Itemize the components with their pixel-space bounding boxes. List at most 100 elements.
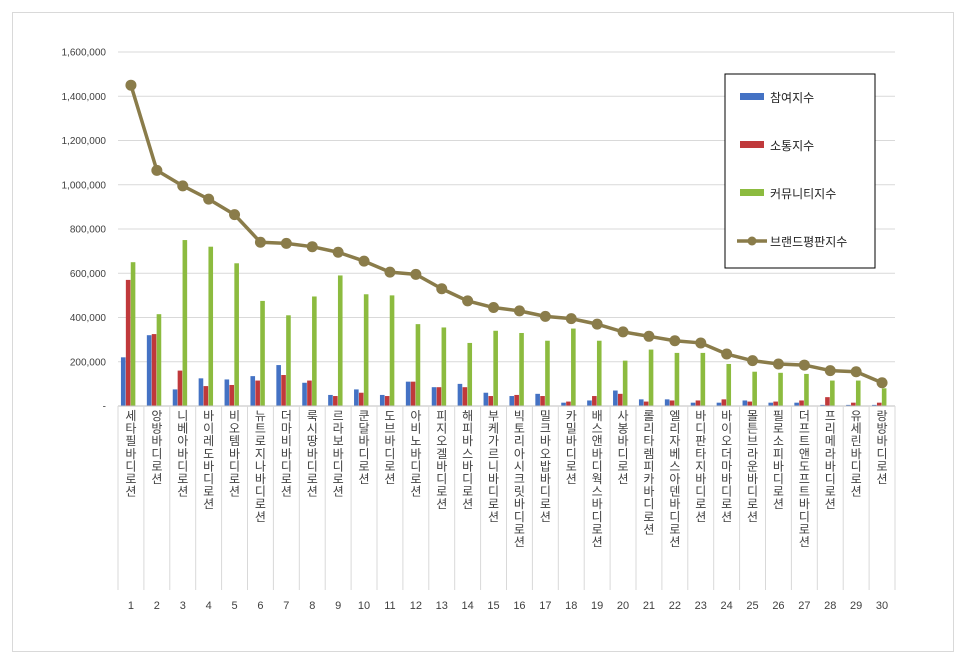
rank-label: 14 bbox=[462, 600, 474, 612]
line-point bbox=[280, 237, 292, 249]
bar-커뮤니티지수 bbox=[804, 373, 809, 406]
legend-swatch bbox=[740, 93, 764, 100]
rank-label: 26 bbox=[772, 600, 784, 612]
bar-커뮤니티지수 bbox=[519, 332, 524, 406]
rank-label: 16 bbox=[513, 600, 525, 612]
bar-커뮤니티지수 bbox=[441, 327, 447, 406]
line-point bbox=[850, 366, 862, 378]
line-point bbox=[384, 266, 396, 278]
bar-커뮤니티지수 bbox=[234, 263, 239, 406]
bar-소통지수 bbox=[410, 381, 416, 406]
line-point bbox=[539, 310, 551, 322]
line-point bbox=[177, 180, 189, 192]
bar-커뮤니티지수 bbox=[493, 330, 498, 406]
y-tick-label: 600,000 bbox=[70, 269, 107, 280]
legend-swatch bbox=[740, 141, 764, 148]
brand-reputation-line bbox=[125, 79, 888, 389]
bar-소통지수 bbox=[125, 279, 131, 406]
bar-소통지수 bbox=[514, 394, 519, 406]
bar-커뮤니티지수 bbox=[881, 388, 887, 406]
bar-참여지수 bbox=[120, 357, 126, 406]
rank-label: 12 bbox=[410, 600, 422, 612]
bar-참여지수 bbox=[820, 404, 825, 406]
bar-소통지수 bbox=[825, 397, 830, 406]
bar-소통지수 bbox=[488, 396, 494, 406]
y-tick-label: 800,000 bbox=[70, 225, 107, 236]
y-tick-label: 400,000 bbox=[70, 313, 107, 324]
bar-참여지수 bbox=[483, 392, 489, 406]
line-point bbox=[565, 313, 577, 325]
rank-label: 5 bbox=[231, 600, 237, 612]
line-point bbox=[798, 359, 810, 371]
bar-참여지수 bbox=[664, 399, 670, 406]
legend-label: 커뮤니티지수 bbox=[770, 187, 836, 201]
bar-소통지수 bbox=[799, 400, 804, 406]
bar-소통지수 bbox=[151, 334, 157, 406]
bar-참여지수 bbox=[198, 378, 204, 406]
rank-label: 27 bbox=[798, 600, 810, 612]
legend-label: 참여지수 bbox=[770, 91, 814, 105]
rank-label: 1 bbox=[128, 600, 134, 612]
bar-커뮤니티지수 bbox=[156, 314, 162, 406]
y-tick-label: 200,000 bbox=[70, 357, 107, 368]
rank-label: 25 bbox=[746, 600, 758, 612]
bar-참여지수 bbox=[613, 390, 618, 406]
bar-참여지수 bbox=[742, 400, 748, 406]
bar-소통지수 bbox=[333, 396, 338, 406]
rank-label: 24 bbox=[721, 600, 733, 612]
line-point bbox=[203, 193, 215, 205]
rank-label: 8 bbox=[309, 600, 315, 612]
rank-label: 6 bbox=[257, 600, 263, 612]
line-point bbox=[669, 335, 681, 347]
bar-커뮤니티지수 bbox=[855, 380, 861, 406]
rank-label: 13 bbox=[436, 600, 448, 612]
line-point bbox=[747, 355, 759, 367]
bar-참여지수 bbox=[354, 389, 359, 406]
rank-label: 11 bbox=[384, 600, 395, 612]
bar-소통지수 bbox=[540, 396, 545, 406]
bar-참여지수 bbox=[846, 404, 851, 406]
bar-커뮤니티지수 bbox=[726, 363, 732, 406]
line-point bbox=[306, 241, 318, 253]
bar-소통지수 bbox=[851, 402, 856, 406]
bar-커뮤니티지수 bbox=[415, 324, 421, 406]
bar-커뮤니티지수 bbox=[830, 380, 835, 406]
rank-label: 30 bbox=[876, 600, 888, 612]
bar-소통지수 bbox=[203, 386, 209, 406]
bar-소통지수 bbox=[721, 399, 727, 406]
line-point bbox=[358, 255, 370, 267]
rank-label: 29 bbox=[850, 600, 862, 612]
line-point bbox=[824, 365, 836, 377]
bar-커뮤니티지수 bbox=[622, 360, 628, 406]
y-tick-label: 1,400,000 bbox=[62, 92, 107, 103]
line-point bbox=[254, 236, 266, 248]
bar-커뮤니티지수 bbox=[596, 340, 602, 406]
bar-소통지수 bbox=[307, 380, 312, 406]
line-point bbox=[513, 305, 525, 317]
rank-label: 22 bbox=[669, 600, 681, 612]
bar-소통지수 bbox=[876, 402, 882, 406]
bar-소통지수 bbox=[773, 401, 778, 406]
bar-소통지수 bbox=[384, 396, 390, 406]
line-point bbox=[125, 79, 137, 91]
bar-커뮤니티지수 bbox=[389, 295, 395, 407]
line-point bbox=[643, 330, 655, 342]
bar-커뮤니티지수 bbox=[571, 328, 576, 406]
rank-label: 19 bbox=[591, 600, 603, 612]
